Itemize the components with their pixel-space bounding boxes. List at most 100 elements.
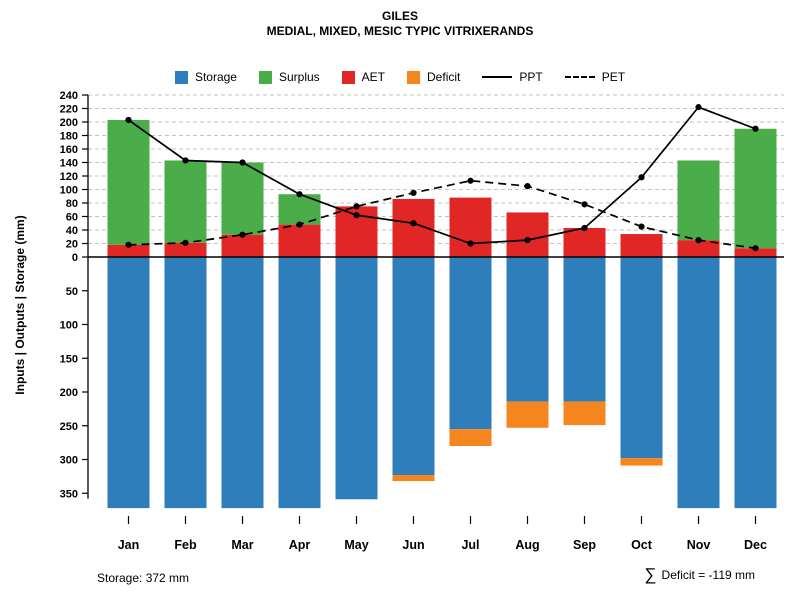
y-tick-label: 300: [60, 455, 78, 467]
month-label: Sep: [573, 538, 596, 552]
storage-bar: [164, 257, 207, 509]
legend-item-aet: AET: [341, 70, 386, 84]
deficit-bar: [620, 458, 663, 466]
y-tick-label: 250: [60, 421, 78, 433]
x-axis: Jan Feb Mar Apr May Jun Jul Aug Sep Oct Nov Dec: [118, 516, 767, 552]
ppt-line: [128, 106, 756, 245]
deficit-bar: [449, 429, 492, 446]
sigma-symbol: ∑: [644, 565, 657, 584]
ppt-point: [695, 104, 702, 111]
y-tick-label: 60: [66, 212, 78, 224]
month-label: Oct: [631, 538, 653, 552]
storage-bar: [392, 257, 435, 476]
deficit-sum-annotation: ∑ Deficit = -119 mm: [644, 566, 755, 583]
deficit-swatch-icon: [407, 70, 421, 84]
ppt-point: [467, 240, 474, 247]
ppt-point: [581, 224, 588, 232]
aet-bar: [734, 248, 777, 257]
aet-bar: [677, 240, 720, 257]
pet-point: [296, 221, 303, 228]
chart-subtitle: MEDIAL, MIXED, MESIC TYPIC VITRIXERANDS: [266, 24, 534, 38]
pet-point: [524, 183, 531, 190]
pet-point: [125, 241, 132, 248]
month-label: Mar: [231, 538, 253, 552]
pet-point: [638, 223, 645, 230]
y-tick-label: 160: [60, 144, 78, 156]
y-tick-label: 180: [60, 131, 78, 143]
y-tick-label: 50: [66, 286, 78, 298]
y-axis-title: Inputs | Outputs | Storage (mm): [13, 215, 27, 394]
storage-bar: [278, 257, 321, 509]
ppt-point: [239, 159, 246, 166]
ppt-point: [752, 125, 759, 132]
storage-swatch-icon: [174, 70, 188, 84]
y-tick-label: 350: [60, 488, 78, 500]
pet-point: [752, 245, 759, 252]
y-tick-label: 120: [60, 171, 78, 183]
ppt-point: [296, 191, 303, 198]
y-tick-label: 100: [60, 185, 78, 197]
ppt-point: [524, 237, 531, 244]
aet-bar: [107, 244, 150, 257]
y-tick-label: 200: [60, 117, 78, 129]
pet-point: [581, 201, 588, 208]
month-label: Apr: [289, 538, 311, 552]
aet-swatch-icon: [341, 70, 355, 84]
climate-lines: [125, 104, 759, 252]
legend-item-pet: PET: [564, 70, 626, 84]
pet-point: [695, 237, 702, 244]
storage-bar: [563, 257, 606, 402]
pet-line-sample-icon: [564, 76, 595, 78]
ppt-point: [353, 212, 360, 219]
pet-point: [239, 231, 246, 238]
aet-bar: [449, 197, 492, 257]
surplus-bar: [164, 160, 207, 243]
pet-line: [128, 179, 756, 250]
month-label: Jul: [461, 538, 479, 552]
aet-bar: [620, 234, 663, 257]
surplus-bar: [221, 162, 264, 235]
legend-item-storage: Storage: [174, 70, 237, 84]
y-tick-label: 150: [60, 353, 78, 365]
y-tick-label: 20: [66, 239, 78, 251]
deficit-bar: [506, 401, 549, 428]
ppt-point: [638, 174, 645, 181]
pet-point: [353, 203, 360, 210]
storage-bar: [221, 257, 264, 509]
storage-bar: [734, 257, 777, 509]
y-tick-label: 220: [60, 104, 78, 116]
ppt-point: [182, 157, 189, 164]
y-axis-ticks: 0204060801001201401601802002202405010015…: [60, 90, 88, 500]
y-tick-label: 80: [66, 198, 78, 210]
storage-bar: [335, 257, 378, 500]
legend-label: PPT: [519, 70, 543, 84]
y-tick-label: 240: [60, 90, 78, 102]
month-label: Dec: [744, 538, 767, 552]
legend-label: PET: [601, 70, 626, 84]
month-label: Jan: [118, 538, 140, 552]
y-tick-label: 40: [66, 225, 78, 237]
legend-item-ppt: PPT: [482, 70, 543, 84]
storage-bar: [677, 257, 720, 509]
storage-bar: [620, 257, 663, 459]
month-label: Aug: [515, 538, 539, 552]
deficit-bar: [392, 475, 435, 482]
chart-legend: Storage Surplus AET Deficit PPT PET: [0, 70, 800, 84]
bars: [107, 119, 777, 509]
aet-bar: [563, 227, 606, 257]
aet-bar: [506, 212, 549, 257]
aet-bar: [278, 224, 321, 257]
y-tick-label: 140: [60, 158, 78, 170]
legend-label: AET: [361, 70, 386, 84]
storage-annotation: Storage: 372 mm: [97, 571, 190, 585]
legend-label: Storage: [194, 70, 237, 84]
month-label: May: [344, 538, 368, 552]
ppt-line-sample-icon: [482, 76, 513, 78]
aet-bar: [221, 234, 264, 257]
pet-point: [467, 177, 474, 184]
legend-label: Deficit: [427, 70, 461, 84]
storage-bar: [506, 257, 549, 402]
surplus-bar: [734, 128, 777, 249]
